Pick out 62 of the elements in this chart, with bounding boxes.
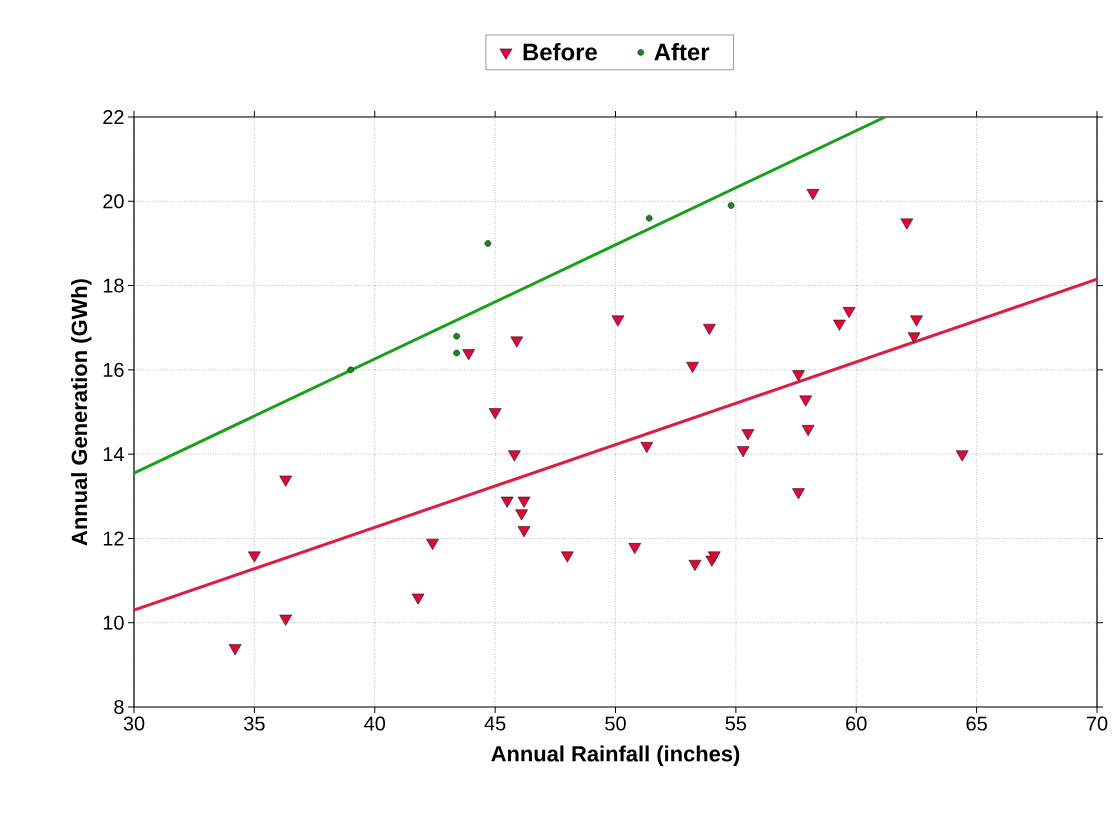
x-tick-label: 65: [966, 716, 987, 731]
y-tick-label: 12: [103, 531, 124, 546]
point: [611, 315, 625, 327]
y-tick-label: 18: [103, 278, 124, 293]
point: [517, 526, 531, 538]
legend-label: After: [654, 42, 710, 61]
point: [510, 336, 524, 348]
point: [703, 323, 716, 335]
y-tick-label: 20: [103, 194, 124, 209]
y-tick-label: 22: [103, 110, 124, 124]
x-tick-label: 60: [846, 716, 867, 731]
point: [741, 429, 755, 441]
x-tick-label: 40: [364, 716, 386, 731]
x-tick-label: 55: [725, 716, 747, 731]
point: [515, 509, 528, 521]
point: [426, 538, 439, 550]
point: [900, 218, 914, 230]
y-tick-label: 14: [103, 447, 124, 461]
point: [488, 408, 502, 420]
point: [248, 551, 261, 563]
point: [453, 349, 460, 357]
point: [707, 551, 721, 563]
y-tick-label: 8: [114, 699, 124, 715]
point: [347, 366, 354, 374]
point: [462, 349, 475, 361]
y-axis-title: Annual Generation (GWh): [71, 279, 92, 546]
point: [833, 319, 846, 331]
point: [792, 370, 805, 382]
point: [279, 475, 292, 487]
point: [640, 441, 654, 453]
x-tick-label: 70: [1086, 716, 1108, 731]
x-axis-title: Annual Rainfall (inches): [491, 745, 740, 766]
point: [508, 450, 521, 462]
point: [842, 307, 856, 319]
point: [484, 240, 492, 247]
point: [688, 559, 702, 571]
point: [500, 496, 514, 508]
point: [736, 446, 750, 458]
point: [686, 361, 699, 373]
point: [453, 332, 460, 340]
y-tick-label: 16: [103, 362, 124, 377]
point: [727, 202, 735, 209]
point: [561, 551, 574, 563]
x-tick-label: 35: [244, 716, 265, 731]
point: [792, 488, 805, 500]
point: [955, 450, 969, 462]
point: [279, 614, 292, 626]
x-tick-label: 50: [605, 716, 626, 731]
y-tick-label: 10: [103, 615, 124, 630]
point: [628, 543, 642, 555]
point: [645, 214, 653, 222]
x-tick-label: 30: [123, 716, 145, 731]
point: [907, 332, 921, 344]
point: [801, 425, 815, 437]
point: [411, 593, 425, 605]
point: [799, 395, 813, 407]
x-tick-label: 45: [484, 716, 506, 731]
point: [910, 315, 923, 327]
point: [228, 644, 242, 656]
legend-label: Before: [523, 42, 597, 61]
point: [517, 496, 531, 508]
point: [806, 189, 820, 201]
